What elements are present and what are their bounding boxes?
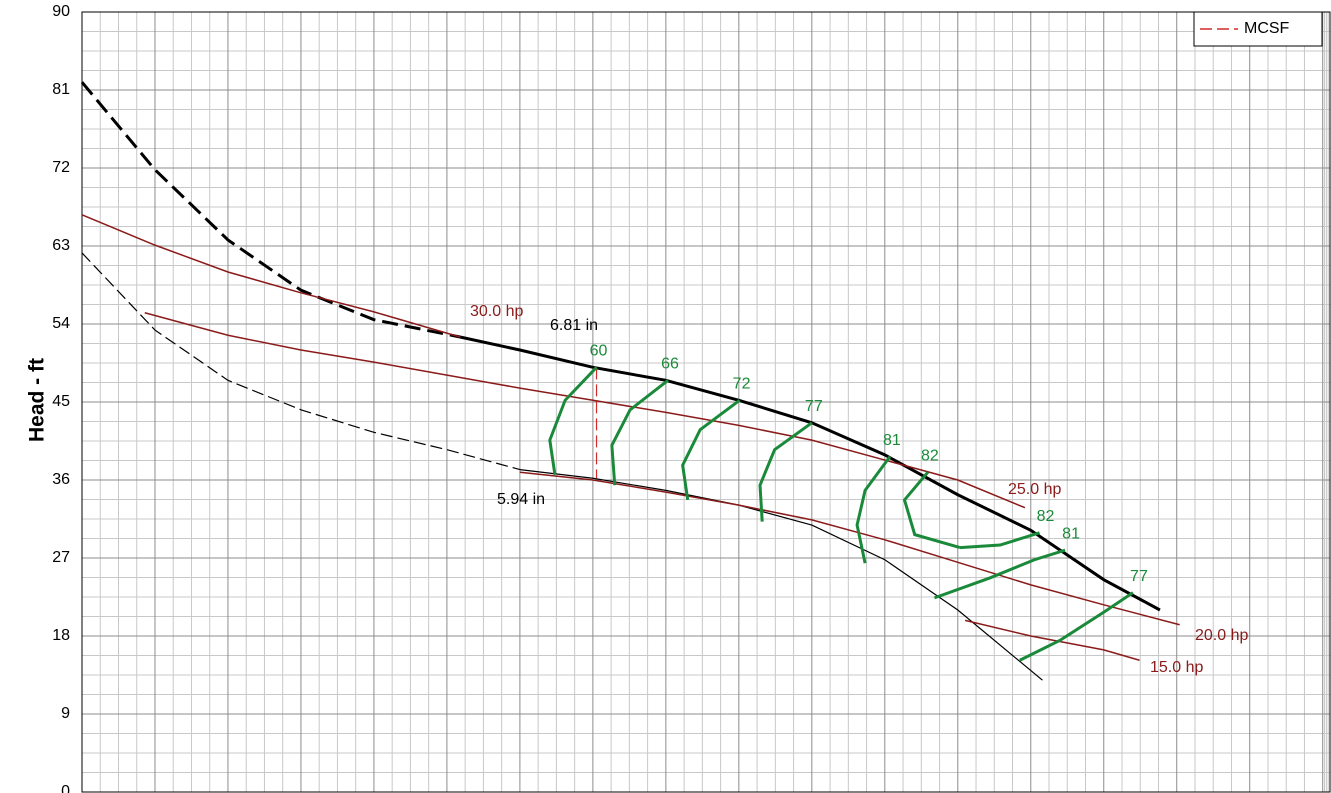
y-tick-label: 0 [61,783,70,793]
y-tick-label: 36 [52,471,70,488]
y-tick-label: 72 [52,159,70,176]
curve [519,469,1043,681]
curve-label: 25.0 hp [1008,481,1061,498]
y-tick-label: 9 [61,705,70,722]
y-tick-label: 54 [52,315,70,332]
curve [519,471,1180,626]
curve [81,214,461,338]
curve-label: 20.0 hp [1195,627,1248,644]
efficiency-label: 77 [805,398,823,415]
curve [959,531,1040,550]
curve [144,312,1026,509]
curve [964,619,1140,661]
curve [548,366,598,476]
curve-label: 5.94 in [497,491,545,508]
y-axis-title: Head - ft [26,358,49,442]
y-tick-label: 18 [52,627,70,644]
legend-box [1193,11,1323,47]
legend-label: MCSF [1244,20,1290,37]
y-tick-label: 81 [52,81,70,98]
curve [902,471,961,550]
efficiency-label: 72 [733,375,751,392]
curve-label: 15.0 hp [1150,659,1203,676]
curve [610,379,669,486]
curve [459,335,1161,612]
curve [933,548,1066,600]
y-tick-label: 90 [52,3,70,20]
curve [80,81,461,339]
efficiency-label: 66 [661,356,679,373]
curve [681,399,741,501]
efficiency-label: 60 [590,343,608,360]
efficiency-label: 81 [1062,525,1080,542]
curve-label: 30.0 hp [470,303,523,320]
efficiency-label: 81 [883,432,901,449]
curve [81,252,521,471]
y-tick-label: 63 [52,237,70,254]
curve [758,421,813,522]
curve-label: 6.81 in [550,317,598,334]
y-tick-label: 45 [52,393,70,410]
curve [1019,591,1134,662]
curve [855,455,892,564]
plot-border [81,11,1331,793]
efficiency-label: 82 [921,447,939,464]
efficiency-label: 77 [1130,568,1148,585]
efficiency-label: 82 [1037,508,1055,525]
y-tick-label: 27 [52,549,70,566]
